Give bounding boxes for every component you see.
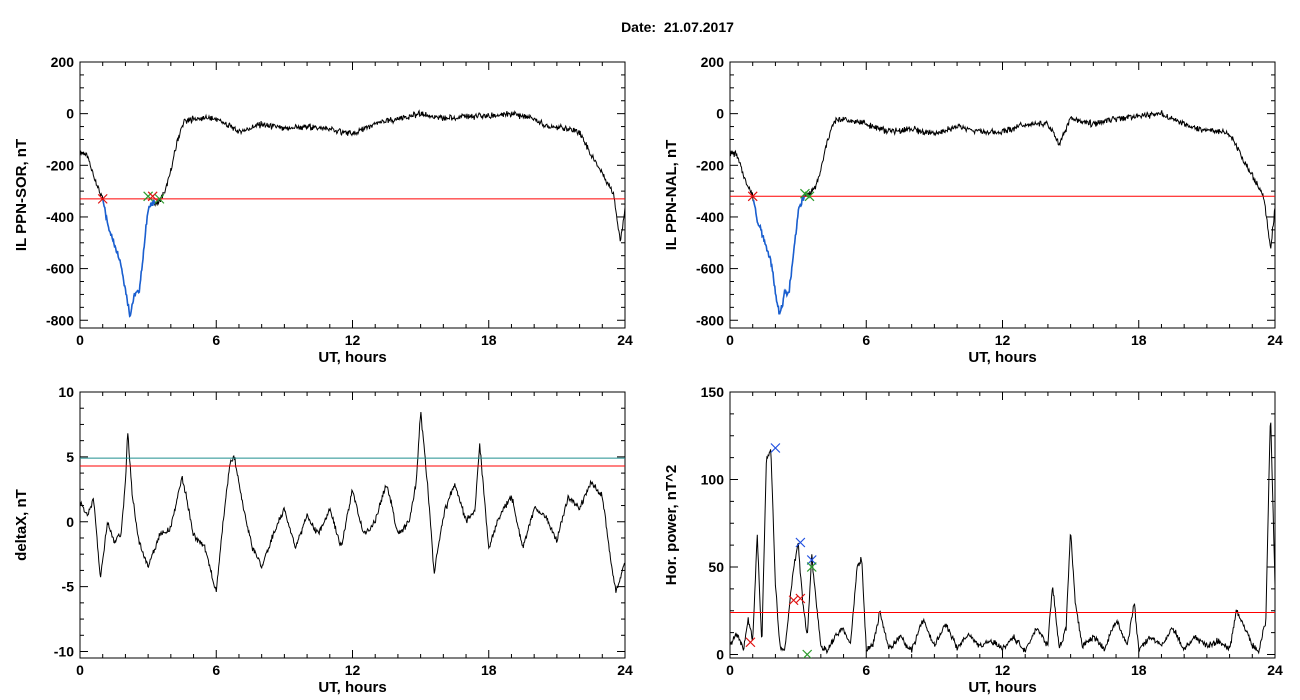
y-axis-title: Hor. power, nT^2 <box>663 465 680 585</box>
plot-area <box>730 422 1275 658</box>
x-tick-label: 6 <box>862 662 870 678</box>
plot-area <box>80 411 625 593</box>
y-tick-label: -800 <box>46 312 74 328</box>
x-axis-title: UT, hours <box>318 679 386 696</box>
y-tick-label: 200 <box>51 54 75 70</box>
x-tick-label: 18 <box>1131 662 1147 678</box>
highlight-segment <box>752 194 806 315</box>
plot-frame <box>79 391 626 659</box>
y-tick-label: -400 <box>696 209 724 225</box>
y-tick-label: -800 <box>696 312 724 328</box>
y-tick-label: -10 <box>54 644 74 660</box>
y-tick-label: 200 <box>701 54 725 70</box>
page-title: Date: 21.07.2017 <box>621 19 734 35</box>
event-marker <box>788 595 799 606</box>
x-tick-label: 24 <box>617 332 633 348</box>
panel-hor-power: 0 6 12 18 24 0 50 100 150 UT, hours Hor. power, nT… <box>663 384 1283 696</box>
series-line <box>730 110 1275 315</box>
y-tick-label: 0 <box>66 514 74 530</box>
y-tick-label: 100 <box>701 472 725 488</box>
y-tick-label: 0 <box>716 106 724 122</box>
event-marker <box>147 191 158 202</box>
plot-frame <box>729 391 1276 659</box>
plot-area <box>730 110 1275 315</box>
event-marker <box>770 443 781 453</box>
x-tick-label: 12 <box>995 662 1011 678</box>
plot-frame <box>729 61 1276 329</box>
y-tick-label: 0 <box>66 106 74 122</box>
y-tick-label: -400 <box>46 209 74 225</box>
y-tick-label: 0 <box>716 647 724 663</box>
y-axis-title: IL PPN-SOR, nT <box>13 139 30 251</box>
event-marker <box>795 593 806 604</box>
y-tick-label: 150 <box>701 384 725 400</box>
event-marker <box>802 649 813 658</box>
x-tick-label: 18 <box>481 332 497 348</box>
event-marker <box>806 562 817 572</box>
y-axis-title: IL PPN-NAL, nT <box>663 140 680 251</box>
event-marker <box>804 191 815 202</box>
x-axis-title: UT, hours <box>968 349 1036 366</box>
x-tick-label: 18 <box>1131 332 1147 348</box>
series-line <box>730 422 1275 655</box>
x-axis-title: UT, hours <box>968 679 1036 696</box>
x-tick-label: 0 <box>76 332 84 348</box>
x-tick-label: 6 <box>212 332 220 348</box>
y-tick-label: -600 <box>46 261 74 277</box>
x-tick-label: 24 <box>617 662 633 678</box>
event-marker <box>795 537 806 548</box>
event-marker <box>747 191 758 202</box>
event-marker <box>745 637 756 648</box>
y-tick-label: -5 <box>62 579 75 595</box>
x-tick-label: 0 <box>726 662 734 678</box>
panel-il-ppn-nal: 0 6 12 18 24 -800 -600 -400 -200 0 200 UT, hours IL … <box>663 54 1283 366</box>
series-line <box>80 411 625 593</box>
event-marker <box>143 191 154 202</box>
panel-delta-x: 0 6 12 18 24 -10 -5 0 5 10 UT, hours deltaX, nT <box>13 384 633 696</box>
x-tick-label: 24 <box>1267 332 1283 348</box>
x-tick-label: 6 <box>862 332 870 348</box>
event-marker <box>806 555 817 565</box>
y-axis-title: deltaX, nT <box>13 489 30 561</box>
y-tick-label: 50 <box>708 559 724 575</box>
event-marker <box>97 193 108 204</box>
series-line <box>80 109 625 318</box>
x-axis-title: UT, hours <box>318 349 386 366</box>
highlight-segment <box>102 199 156 318</box>
x-tick-label: 6 <box>212 662 220 678</box>
y-tick-label: -200 <box>46 157 74 173</box>
x-tick-label: 12 <box>345 662 361 678</box>
y-tick-label: -200 <box>696 157 724 173</box>
panel-il-ppn-sor: 0 6 12 18 24 -800 -600 -400 -200 0 200 UT, hours IL … <box>13 54 633 366</box>
x-tick-label: 0 <box>76 662 84 678</box>
x-tick-label: 18 <box>481 662 497 678</box>
y-tick-label: -600 <box>696 261 724 277</box>
x-tick-label: 12 <box>345 332 361 348</box>
plot-area <box>80 109 625 318</box>
event-marker <box>154 193 165 204</box>
x-tick-label: 0 <box>726 332 734 348</box>
x-tick-label: 24 <box>1267 662 1283 678</box>
event-marker <box>800 188 810 199</box>
y-tick-label: 5 <box>66 449 74 465</box>
y-tick-label: 10 <box>58 384 74 400</box>
x-tick-label: 12 <box>995 332 1011 348</box>
